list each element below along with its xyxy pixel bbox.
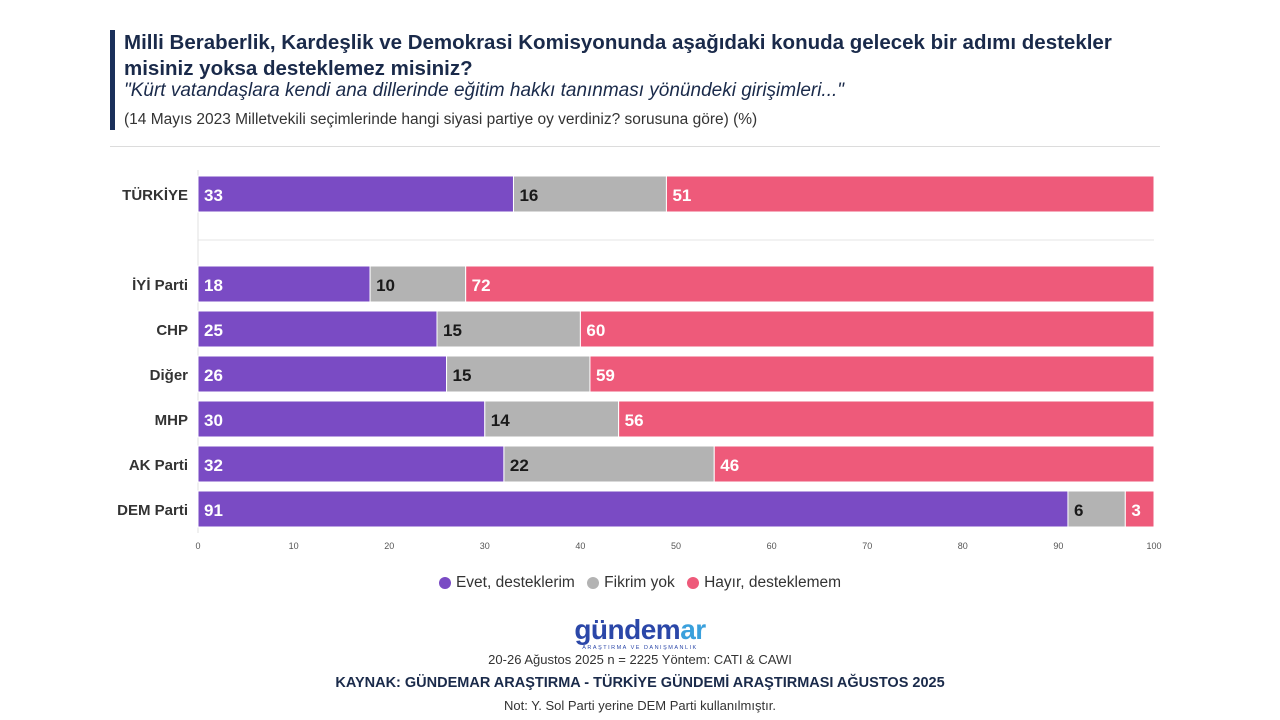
data-label: 25 <box>204 321 223 340</box>
bar-segment <box>618 400 1155 438</box>
category-label: TÜRKİYE <box>122 187 188 204</box>
legend-item-fikrim-yok: Fikrim yok <box>587 574 675 592</box>
legend-item-evet: Evet, desteklerim <box>438 574 575 592</box>
data-label: 32 <box>204 456 223 475</box>
data-label: 26 <box>204 366 223 385</box>
bar-segment <box>436 310 581 348</box>
data-label: 30 <box>204 411 223 430</box>
data-label: 10 <box>376 276 395 295</box>
bar-segment <box>1124 490 1155 528</box>
bar-segment <box>579 310 1155 348</box>
chart-subtitle: "Kürt vatandaşlara kendi ana dillerinde … <box>124 80 845 101</box>
data-label: 15 <box>453 366 472 385</box>
x-tick-label: 80 <box>958 541 968 551</box>
bar-segment <box>369 265 467 303</box>
x-tick-label: 20 <box>384 541 394 551</box>
bar-segment <box>446 355 591 393</box>
data-label: 46 <box>720 456 739 475</box>
legend-dot-hayir <box>687 577 700 589</box>
legend-dot-fikrim-yok <box>587 577 600 589</box>
bar-segment <box>197 265 371 303</box>
bar-segment <box>512 175 667 213</box>
category-label: AK Parti <box>129 457 188 474</box>
x-tick-label: 60 <box>767 541 777 551</box>
x-tick-label: 90 <box>1053 541 1063 551</box>
x-tick-label: 70 <box>862 541 872 551</box>
data-label: 72 <box>472 276 491 295</box>
data-label: 3 <box>1131 501 1140 520</box>
chart-title: Milli Beraberlik, Kardeşlik ve Demokrasi… <box>124 31 1112 80</box>
bar-segment <box>197 310 438 348</box>
legend-label-hayir: Hayır, desteklemem <box>704 574 842 591</box>
footnote-text: Not: Y. Sol Parti yerine DEM Parti kulla… <box>504 698 776 713</box>
category-label: İYİ Parti <box>132 277 188 294</box>
data-label: 56 <box>625 411 644 430</box>
data-label: 91 <box>204 501 223 520</box>
title-accent-bar <box>110 30 115 130</box>
x-tick-label: 40 <box>575 541 585 551</box>
data-label: 22 <box>510 456 529 475</box>
data-label: 15 <box>443 321 462 340</box>
x-tick-label: 10 <box>289 541 299 551</box>
logo-wordmark: gündemar <box>0 616 1280 644</box>
bar-segment <box>197 490 1069 528</box>
bar-segment <box>197 355 448 393</box>
chart-note: (14 Mayıs 2023 Milletvekili seçimlerinde… <box>124 111 758 128</box>
bar-segment <box>1067 490 1126 528</box>
data-label: 18 <box>204 276 223 295</box>
data-label: 60 <box>586 321 605 340</box>
bar-segment <box>197 175 514 213</box>
bar-segment <box>503 445 715 483</box>
category-label: MHP <box>155 412 188 429</box>
bar-segment <box>197 445 505 483</box>
category-label: CHP <box>156 322 188 339</box>
data-label: 59 <box>596 366 615 385</box>
data-label: 16 <box>519 186 538 205</box>
legend-item-hayir: Hayır, desteklemem <box>687 574 841 592</box>
x-tick-label: 100 <box>1146 541 1161 551</box>
legend-label-evet: Evet, desteklerim <box>455 574 575 591</box>
data-label: 14 <box>491 411 510 430</box>
source-text: KAYNAK: GÜNDEMAR ARAŞTIRMA - TÜRKİYE GÜN… <box>335 675 945 691</box>
legend-label-fikrim-yok: Fikrim yok <box>604 574 675 591</box>
header-divider <box>110 146 1160 147</box>
bar-segment <box>197 400 486 438</box>
bar-segment <box>665 175 1155 213</box>
category-label: DEM Parti <box>117 502 188 519</box>
logo-main: gündem <box>574 614 681 645</box>
logo-tagline: ARAŞTIRMA VE DANIŞMANLIK <box>582 645 698 651</box>
data-label: 51 <box>672 186 691 205</box>
logo-accent: ar <box>680 614 706 645</box>
method-text: 20-26 Ağustos 2025 n = 2225 Yöntem: CATI… <box>488 652 792 667</box>
gundemar-logo: gündemar ARAŞTIRMA VE DANIŞMANLIK <box>0 616 1280 652</box>
legend-dot-evet <box>438 577 451 589</box>
data-label: 6 <box>1074 501 1083 520</box>
x-tick-label: 50 <box>671 541 681 551</box>
x-tick-label: 0 <box>195 541 200 551</box>
category-label: Diğer <box>150 367 189 384</box>
chart-legend: Evet, desteklerim Fikrim yok Hayır, dest… <box>0 574 1280 594</box>
x-tick-label: 30 <box>480 541 490 551</box>
bar-segment <box>589 355 1155 393</box>
bar-segment <box>465 265 1155 303</box>
data-label: 33 <box>204 186 223 205</box>
bar-segment <box>713 445 1155 483</box>
